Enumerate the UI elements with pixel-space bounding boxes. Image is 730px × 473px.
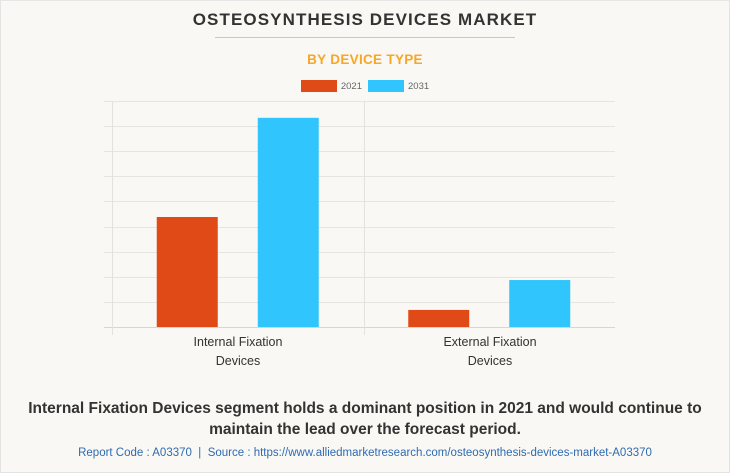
legend-label-2021: 2021: [340, 80, 362, 92]
bar-2031-internal-fixation: [257, 117, 319, 327]
report-code: Report Code : A03370: [78, 447, 192, 459]
footer-separator: |: [198, 447, 202, 459]
x-tick-label-line: Internal Fixation: [193, 335, 283, 349]
legend-label-2031: 2031: [408, 80, 430, 92]
legend-swatch-2031: [368, 80, 404, 92]
legend-item-2021[interactable]: 2021: [300, 80, 362, 92]
legend: 2021 2031: [0, 80, 730, 92]
x-tick-label-line: Devices: [467, 354, 513, 368]
title-divider: [215, 37, 515, 38]
chart-caption: Internal Fixation Devices segment holds …: [28, 400, 702, 438]
source-link[interactable]: Source : https://www.alliedmarketresearc…: [207, 447, 652, 459]
chart-title: OSTEOSYNTHESIS DEVICES MARKET: [192, 10, 538, 29]
bar-2021-external-fixation: [408, 309, 470, 327]
bar-2021-internal-fixation: [156, 217, 218, 327]
legend-swatch-2021: [300, 80, 337, 92]
x-tick-label-external-fixation: External Fixation Devices: [410, 333, 570, 371]
x-tick-label-internal-fixation: Internal Fixation Devices: [158, 333, 318, 371]
chart-subtitle: BY DEVICE TYPE: [307, 52, 423, 67]
x-tick-label-line: External Fixation: [443, 335, 537, 349]
footer: Report Code : A03370 | Source : https://…: [0, 447, 730, 459]
bar-2031-external-fixation: [509, 280, 571, 327]
x-tick-label-line: Devices: [215, 354, 261, 368]
legend-item-2031[interactable]: 2031: [368, 80, 429, 92]
